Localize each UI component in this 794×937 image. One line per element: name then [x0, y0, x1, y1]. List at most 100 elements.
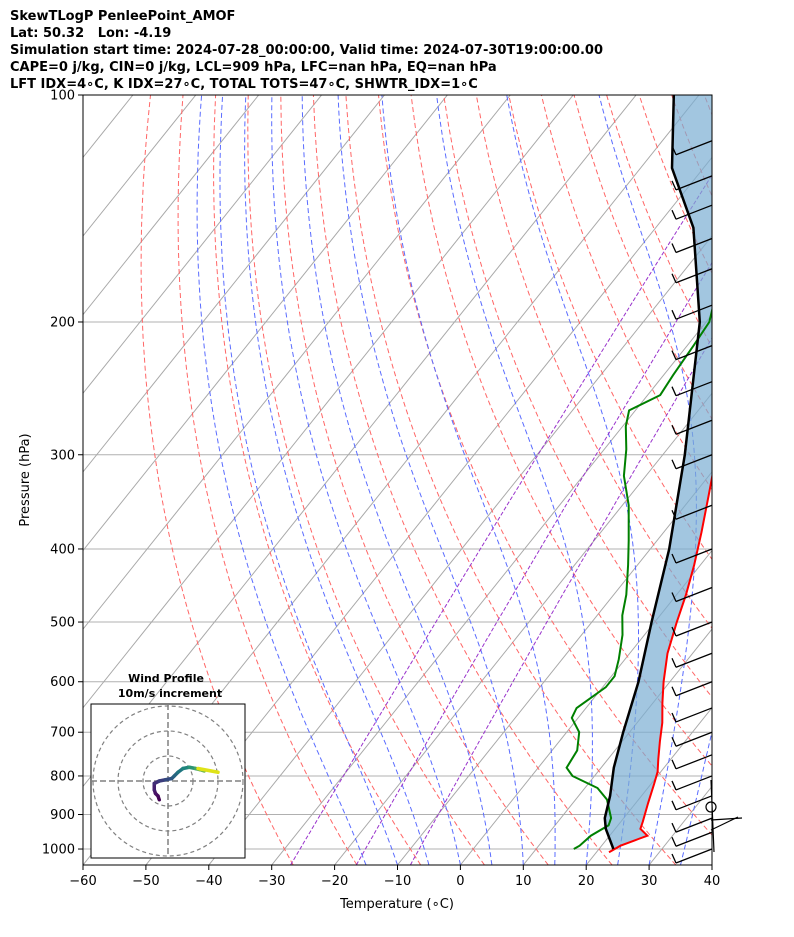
wind-barb-staff — [675, 681, 713, 697]
isotherm-line — [83, 95, 322, 395]
x-tick-label: 20 — [578, 874, 595, 889]
mixing-ratio-line — [290, 174, 712, 865]
wind-barb — [671, 381, 713, 397]
wind-barb-flag — [671, 800, 677, 811]
wind-barb — [671, 831, 713, 847]
isotherm-line — [775, 95, 794, 865]
moist-adiabat — [244, 95, 430, 865]
x-tick-label: 30 — [641, 874, 658, 889]
wind-barb-staff — [675, 140, 713, 156]
wind-barb-staff — [675, 775, 713, 791]
title-line-5: LFT IDX=4∘C, K IDX=27∘C, TOTAL TOTS=47∘C… — [10, 77, 478, 92]
wind-barb-flag — [671, 386, 677, 396]
wind-barb-staff — [675, 237, 713, 254]
wind-barb-flag — [671, 459, 677, 470]
wind-barb-staff — [675, 454, 713, 470]
title-line-4: CAPE=0 j/kg, CIN=0 j/kg, LCL=909 hPa, LF… — [10, 60, 497, 75]
wind-barb — [671, 775, 713, 791]
y-tick-label: 900 — [50, 808, 75, 823]
dry-adiabat — [312, 95, 613, 865]
dewpoint-line — [565, 306, 712, 850]
dry-adiabat — [443, 95, 712, 698]
wind-barb — [671, 140, 713, 156]
isotherm-line — [334, 392, 712, 865]
hodograph-title: Wind Profile — [128, 672, 204, 685]
hodograph-segment — [196, 766, 220, 774]
wind-barb-flag — [671, 686, 677, 697]
x-tick-label: −60 — [69, 874, 96, 889]
y-axis-label: Pressure (hPa) — [18, 433, 33, 526]
wind-barb — [671, 237, 713, 254]
isotherm-line — [711, 864, 712, 865]
y-tick-label: 500 — [50, 616, 75, 631]
sounding-lines — [565, 95, 712, 854]
moist-adiabat — [337, 95, 524, 865]
mixing-ratio-line — [355, 261, 712, 865]
wind-barb — [671, 795, 713, 811]
wind-barb-staff — [675, 548, 713, 564]
wind-barb — [671, 268, 713, 284]
isotherm-line — [648, 785, 712, 865]
isotherm-line — [83, 95, 574, 709]
dry-adiabat — [638, 95, 712, 275]
surface-wind-barb — [710, 817, 743, 821]
title-line-2: Lat: 50.32 Lon: -4.19 — [10, 26, 172, 41]
wind-barb — [671, 731, 713, 747]
wind-barb — [671, 175, 713, 191]
x-tick-label: −20 — [321, 874, 348, 889]
wind-barb-flag — [671, 592, 677, 602]
hodograph-trace — [152, 765, 220, 802]
isotherm-line — [83, 95, 260, 316]
x-tick-label: 10 — [515, 874, 532, 889]
dry-adiabat — [247, 95, 485, 865]
y-tick-label: 700 — [50, 726, 75, 741]
wind-barb-flag — [671, 350, 677, 360]
wind-barb-flag — [671, 626, 677, 637]
dry-adiabat — [345, 95, 677, 865]
wind-barb-staff — [675, 817, 713, 833]
wind-barb-flag — [671, 424, 677, 435]
isotherm-line — [83, 95, 197, 237]
hodograph-inset: Wind Profile 10m/s increment — [90, 672, 246, 859]
x-tick-label: −10 — [384, 874, 411, 889]
wind-barb-flag — [671, 712, 677, 723]
dry-adiabat — [410, 95, 712, 767]
title-line-1: SkewTLogP PenleePoint_AMOF — [10, 9, 236, 24]
x-tick-label: −30 — [258, 874, 285, 889]
moist-adiabat — [506, 95, 639, 865]
x-axis-label: Temperature (∘C) — [339, 897, 454, 912]
wind-barb — [671, 419, 713, 435]
moist-adiabat — [219, 95, 398, 865]
dry-adiabat — [770, 95, 794, 865]
wind-barb-flag — [671, 243, 677, 253]
dry-adiabat — [140, 95, 294, 865]
y-axis-ticks: 1000 900 800 700 600 500 400 300 200 100 — [42, 89, 83, 858]
wind-barb — [671, 548, 713, 564]
wind-barb — [671, 621, 713, 637]
x-tick-label: −40 — [195, 874, 222, 889]
title-line-3: Simulation start time: 2024-07-28_00:00:… — [10, 43, 603, 58]
hodograph-subtitle: 10m/s increment — [118, 687, 222, 700]
y-tick-label: 800 — [50, 769, 75, 784]
dry-adiabat — [378, 95, 712, 836]
moist-adiabat — [598, 95, 697, 865]
wind-barb-staff — [675, 621, 713, 637]
wind-barb-flag — [671, 553, 677, 564]
y-tick-label: 300 — [50, 448, 75, 463]
y-tick-label: 1000 — [42, 843, 75, 858]
wind-barb-flag — [671, 759, 677, 770]
wind-barb-staff — [675, 795, 713, 811]
isotherm-line — [460, 549, 712, 865]
y-tick-label: 200 — [50, 315, 75, 330]
isotherm-line — [83, 95, 448, 552]
dry-adiabat — [475, 95, 712, 630]
wind-barb — [671, 504, 713, 520]
parcel-path-line — [603, 95, 702, 850]
wind-barb-staff — [675, 504, 713, 520]
x-tick-label: 0 — [456, 874, 464, 889]
y-tick-label: 600 — [50, 675, 75, 690]
moist-adiabat — [271, 95, 461, 865]
wind-barb — [671, 754, 713, 770]
wind-barb — [671, 345, 713, 361]
